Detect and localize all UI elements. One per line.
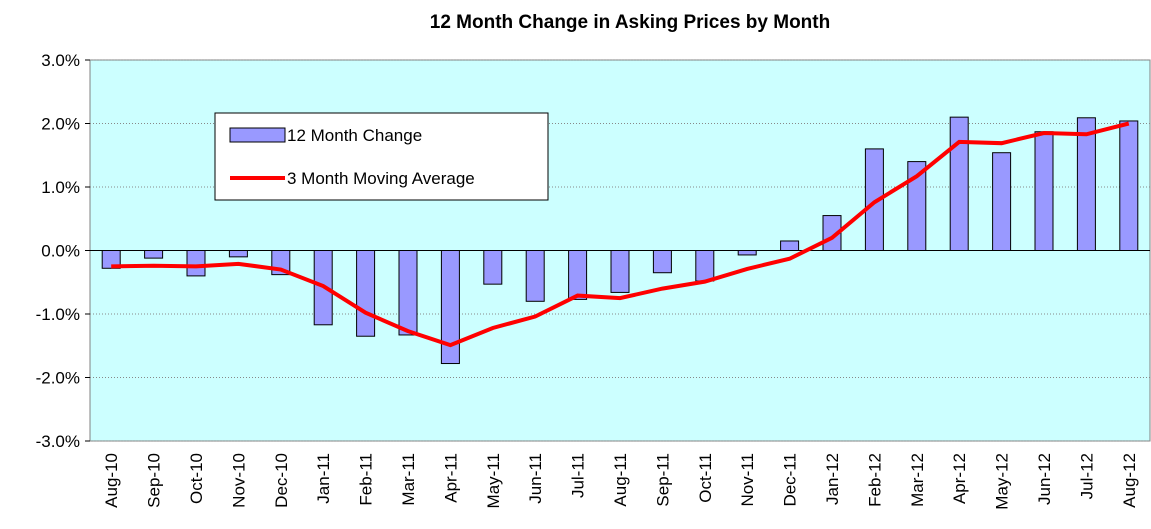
y-tick-label: 1.0%: [41, 178, 80, 197]
x-tick-label: Aug-12: [1120, 453, 1139, 508]
x-tick-label: Jul-11: [569, 453, 588, 498]
x-tick-label: Mar-12: [908, 453, 927, 507]
x-tick-label: Nov-10: [229, 453, 248, 508]
y-tick-label: -2.0%: [36, 369, 80, 388]
y-tick-label: 2.0%: [41, 115, 80, 134]
bar: [568, 250, 588, 300]
bar: [101, 250, 121, 269]
legend-label: 12 Month Change: [287, 126, 422, 145]
x-tick-label: May-12: [993, 453, 1012, 510]
bar: [1119, 120, 1139, 251]
bar: [610, 250, 630, 293]
x-tick-label: Jan-12: [823, 453, 842, 505]
legend-label: 3 Month Moving Average: [287, 169, 475, 188]
x-tick-label: May-11: [484, 453, 503, 508]
bar: [144, 250, 164, 259]
bar: [652, 250, 672, 274]
bar: [1034, 131, 1054, 252]
x-tick-label: Apr-11: [441, 453, 460, 503]
bar: [992, 152, 1012, 252]
y-tick-label: 0.0%: [41, 242, 80, 261]
y-tick-label: 3.0%: [41, 51, 80, 70]
bar: [780, 240, 800, 252]
x-tick-label: Oct-10: [187, 453, 206, 504]
x-tick-label: Feb-12: [865, 453, 884, 507]
x-tick-label: Sep-10: [145, 453, 164, 508]
x-tick-label: Sep-11: [653, 453, 672, 507]
chart-title: 12 Month Change in Asking Prices by Mont…: [430, 12, 830, 33]
bar: [907, 161, 927, 252]
bar: [695, 250, 715, 282]
bar: [864, 148, 884, 251]
x-tick-label: Jul-12: [1077, 453, 1096, 499]
x-tick-label: Nov-11: [738, 453, 757, 507]
line: [111, 121, 1130, 348]
bar: [398, 250, 418, 336]
x-tick-label: Feb-11: [357, 453, 376, 506]
bar: [356, 250, 376, 337]
x-tick-label: Aug-11: [611, 453, 630, 507]
x-tick-label: Oct-11: [696, 453, 715, 503]
x-tick-label: Apr-12: [950, 453, 969, 504]
y-tick-label: -3.0%: [36, 432, 80, 451]
x-tick-label: Dec-10: [272, 453, 291, 508]
bar: [483, 250, 503, 285]
x-tick-label: Dec-11: [781, 453, 800, 507]
x-tick-label: Jun-12: [1035, 453, 1054, 505]
bar: [1076, 117, 1096, 251]
legend-swatch: [229, 127, 286, 143]
bar: [440, 250, 460, 365]
x-tick-label: Mar-11: [399, 453, 418, 506]
x-tick-label: Jun-11: [526, 453, 545, 504]
bar: [228, 250, 248, 258]
bar: [949, 116, 969, 252]
y-tick-label: -1.0%: [36, 305, 80, 324]
x-tick-label: Aug-10: [102, 453, 121, 508]
bar: [737, 250, 757, 256]
bar: [186, 250, 206, 277]
x-tick-label: Jan-11: [314, 453, 333, 504]
bar: [525, 250, 545, 302]
